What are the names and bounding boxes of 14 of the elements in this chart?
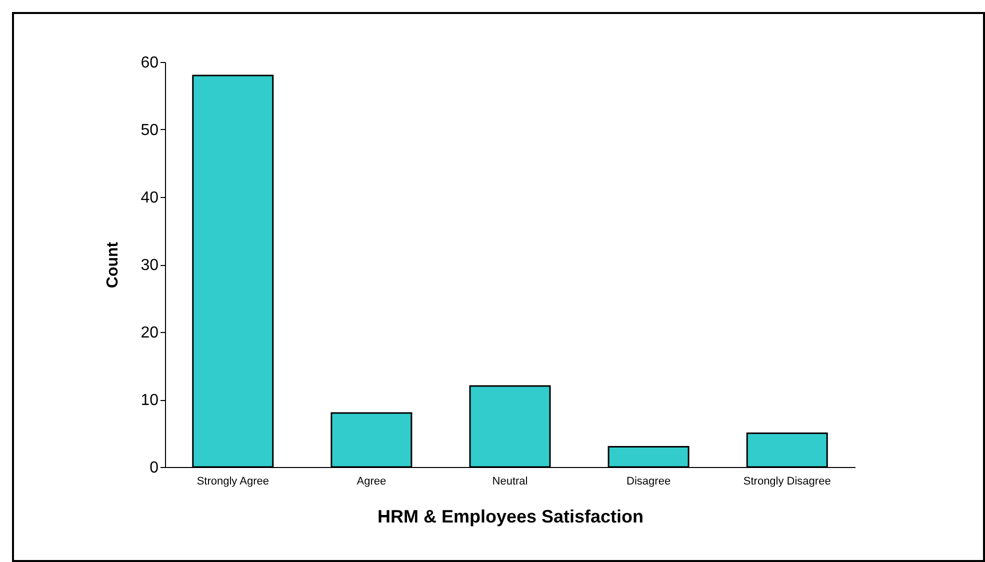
y-tick-label: 20 (140, 324, 159, 342)
y-tick-label: 10 (140, 392, 159, 409)
x-tick-label: Neutral (492, 476, 528, 488)
x-tick-label: Strongly Disagree (743, 476, 831, 488)
y-tick-label: 40 (140, 190, 159, 206)
y-tick-label: 50 (140, 122, 159, 139)
x-tick-label: Strongly Agree (196, 476, 269, 488)
x-tick-label: Disagree (626, 476, 671, 488)
y-tick-label: 0 (150, 460, 159, 476)
x-axis-title: HRM & Employees Satisfaction (377, 506, 644, 526)
x-tick-label: Agree (356, 476, 386, 488)
y-tick-label: 30 (140, 257, 159, 274)
y-axis-title: Count (104, 241, 122, 288)
y-tick-label: 60 (140, 54, 159, 72)
